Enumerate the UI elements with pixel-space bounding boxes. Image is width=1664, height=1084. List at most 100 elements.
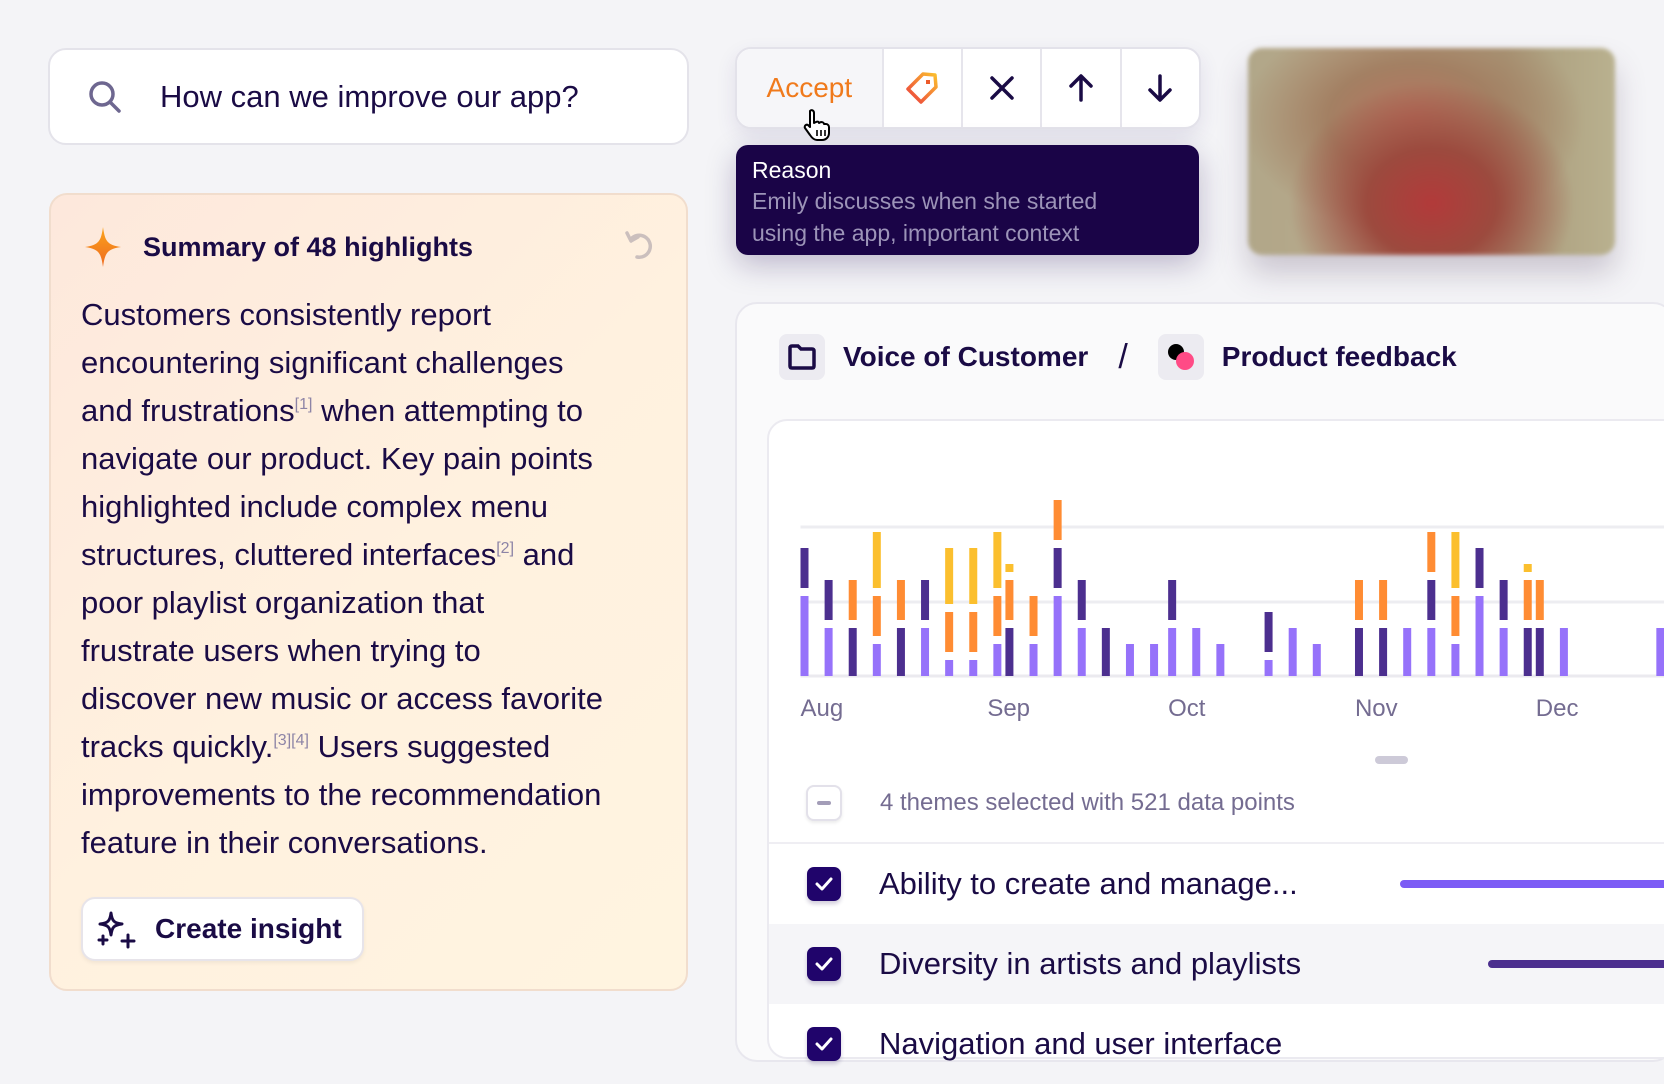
citation-link[interactable]: [3] — [273, 732, 292, 749]
bar-segment[interactable] — [1101, 628, 1110, 676]
bar-segment[interactable] — [1403, 628, 1412, 676]
bar-segment[interactable] — [1288, 628, 1297, 676]
bar-segment[interactable] — [921, 628, 930, 676]
bar-segment[interactable] — [1053, 548, 1062, 588]
summary-text: poor playlist organization that — [81, 585, 485, 620]
bar-segment[interactable] — [993, 596, 1002, 636]
bar-segment[interactable] — [1005, 580, 1014, 620]
bar-segment[interactable] — [945, 612, 954, 652]
bar-segment[interactable] — [848, 628, 857, 676]
bar-segment[interactable] — [824, 580, 833, 620]
bar-segment[interactable] — [1168, 580, 1177, 620]
bar-segment[interactable] — [993, 532, 1002, 588]
bar-segment[interactable] — [1264, 612, 1273, 652]
bar-segment[interactable] — [1523, 564, 1532, 572]
bar-segment[interactable] — [1451, 532, 1460, 588]
bar-segment[interactable] — [1535, 580, 1544, 620]
bar-segment[interactable] — [1125, 644, 1134, 676]
bar-segment[interactable] — [800, 548, 809, 588]
select-all-checkbox[interactable] — [806, 785, 842, 821]
bar-segment[interactable] — [872, 532, 881, 588]
bar-segment[interactable] — [1150, 644, 1159, 676]
citation-link[interactable]: [2] — [496, 540, 515, 557]
bar-segment[interactable] — [1523, 580, 1532, 620]
bar-segment[interactable] — [1499, 580, 1508, 620]
bar-segment[interactable] — [1523, 628, 1532, 676]
bar-segment[interactable] — [969, 660, 978, 676]
bar-segment[interactable] — [896, 580, 905, 620]
citation-link[interactable]: [4] — [291, 732, 309, 749]
summary-line: poor playlist organization that — [81, 579, 603, 627]
bar-segment[interactable] — [969, 612, 978, 652]
bar-segment[interactable] — [896, 628, 905, 676]
breadcrumb-project[interactable]: Product feedback — [1221, 341, 1457, 372]
move-down-button[interactable] — [1119, 49, 1199, 127]
sparkle-icon — [85, 227, 121, 267]
bar-segment[interactable] — [969, 548, 978, 604]
theme-checkbox[interactable] — [807, 867, 841, 901]
accept-button[interactable]: Accept — [737, 49, 882, 127]
bar-segment[interactable] — [945, 660, 954, 676]
video-thumbnail[interactable] — [1248, 48, 1615, 255]
undo-icon[interactable] — [623, 229, 655, 261]
bar-segment[interactable] — [1379, 580, 1388, 620]
bar-segment[interactable] — [1354, 580, 1363, 620]
breadcrumb-folder[interactable]: Voice of Customer — [843, 341, 1089, 372]
bar-segment[interactable] — [945, 548, 954, 604]
bar-segment[interactable] — [1312, 644, 1321, 676]
bar-segment[interactable] — [1427, 532, 1436, 572]
bar-segment[interactable] — [1475, 596, 1484, 676]
summary-line: discover new music or access favorite — [81, 675, 603, 723]
bar-segment[interactable] — [1077, 628, 1086, 676]
tooltip-body: Emily discusses when she started using th… — [752, 185, 1183, 249]
bar-segment[interactable] — [1192, 628, 1201, 676]
bar-segment[interactable] — [1535, 628, 1544, 676]
summary-line: tracks quickly.[3][4] Users suggested — [81, 723, 603, 771]
move-up-button[interactable] — [1040, 49, 1119, 127]
resize-handle[interactable] — [1375, 756, 1408, 764]
search-input[interactable]: How can we improve our app? — [48, 48, 689, 145]
breadcrumb-separator: / — [1118, 337, 1128, 376]
theme-row[interactable]: Diversity in artists and playlists — [769, 924, 1664, 1004]
theme-checkbox[interactable] — [807, 947, 841, 981]
bar-segment[interactable] — [1053, 596, 1062, 676]
bar-segment[interactable] — [1499, 628, 1508, 676]
theme-checkbox[interactable] — [807, 1027, 841, 1061]
search-query[interactable]: How can we improve our app? — [160, 78, 579, 114]
summary-text: encountering significant challenges — [81, 345, 564, 380]
bar-segment[interactable] — [1053, 500, 1062, 540]
bar-segment[interactable] — [1559, 628, 1568, 676]
bar-segment[interactable] — [1656, 628, 1664, 676]
x-tick-label: Sep — [987, 695, 1030, 722]
bar-segment[interactable] — [1427, 580, 1436, 620]
theme-row[interactable]: Navigation and user interface — [769, 1004, 1664, 1084]
bar-segment[interactable] — [1427, 628, 1436, 676]
bar-segment[interactable] — [1475, 548, 1484, 588]
bar-segment[interactable] — [1451, 596, 1460, 636]
sparkles-plus-icon — [97, 911, 136, 949]
bar-segment[interactable] — [1379, 628, 1388, 676]
tag-button[interactable] — [881, 49, 961, 127]
summary-line: improvements to the recommendation — [81, 771, 603, 819]
bar-segment[interactable] — [1077, 580, 1086, 620]
bar-segment[interactable] — [921, 580, 930, 620]
reject-button[interactable] — [961, 49, 1040, 127]
theme-row[interactable]: Ability to create and manage... — [769, 844, 1664, 924]
create-insight-button[interactable]: Create insight — [81, 897, 364, 961]
bar-segment[interactable] — [800, 596, 809, 676]
bar-segment[interactable] — [872, 596, 881, 636]
bar-segment[interactable] — [1216, 644, 1225, 676]
bar-segment[interactable] — [1005, 564, 1014, 572]
bar-segment[interactable] — [872, 644, 881, 676]
bar-segment[interactable] — [1451, 644, 1460, 676]
bar-segment[interactable] — [1168, 628, 1177, 676]
bar-segment[interactable] — [1354, 628, 1363, 676]
bar-segment[interactable] — [824, 628, 833, 676]
bar-segment[interactable] — [1029, 644, 1038, 676]
bar-segment[interactable] — [1029, 596, 1038, 636]
bar-segment[interactable] — [1264, 660, 1273, 676]
bar-segment[interactable] — [848, 580, 857, 620]
bar-segment[interactable] — [993, 644, 1002, 676]
bar-segment[interactable] — [1005, 628, 1014, 676]
citation-link[interactable]: [1] — [294, 396, 313, 413]
